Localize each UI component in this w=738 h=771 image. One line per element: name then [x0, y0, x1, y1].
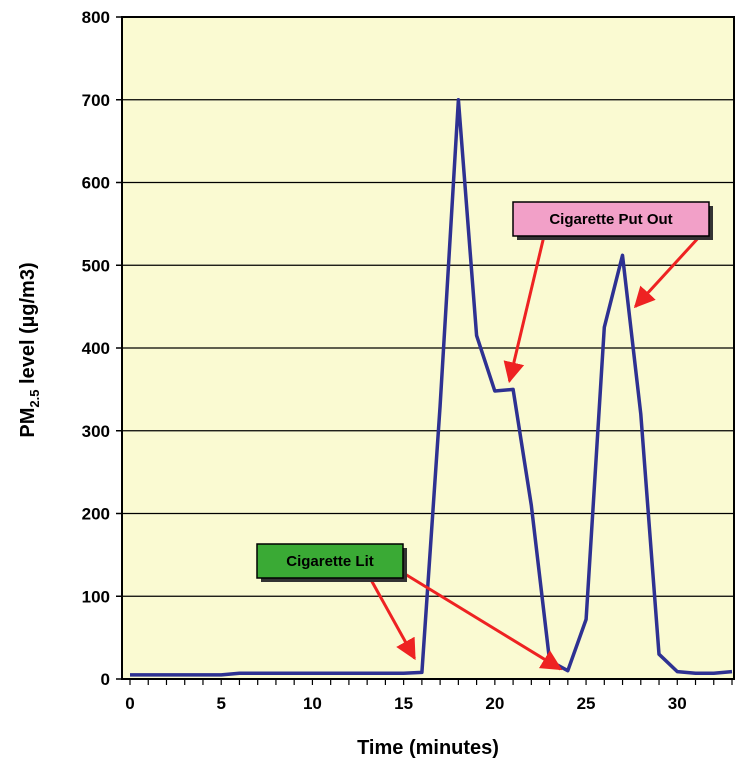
- y-tick-label: 300: [82, 422, 110, 441]
- x-axis-ticks: 0 5 10 15 20 25 30: [125, 679, 733, 713]
- y-tick-label: 500: [82, 256, 110, 275]
- y-axis-title-suffix: level (µg/m3): [17, 262, 39, 389]
- y-axis-title-prefix: PM: [17, 408, 39, 438]
- y-axis-title-subscript: 2.5: [27, 390, 42, 408]
- callout-box: [512, 201, 710, 237]
- y-tick-label: 100: [82, 587, 110, 606]
- x-tick-label: 15: [394, 694, 413, 713]
- y-tick-label: 400: [82, 339, 110, 358]
- annotation-arrow: [633, 234, 702, 309]
- x-tick-label: 10: [303, 694, 322, 713]
- y-tick-label: 600: [82, 174, 110, 193]
- x-axis-title: Time (minutes): [357, 737, 499, 759]
- series-layer: [129, 98, 733, 677]
- annotation-arrow: [503, 235, 546, 384]
- plot-frame: [121, 16, 735, 680]
- y-tick-label: 700: [82, 91, 110, 110]
- y-tick-label: 800: [82, 8, 110, 27]
- x-tick-label: 0: [125, 694, 134, 713]
- gridlines: [122, 99, 734, 597]
- y-axis-ticks: 0 100 200 300 400 500 600 700 800: [82, 8, 122, 689]
- annotation-callout: Cigarette Lit: [256, 543, 407, 582]
- callout-box: [256, 543, 404, 579]
- y-tick-label: 200: [82, 505, 110, 524]
- annotation-callout: Cigarette Put Out: [512, 201, 713, 240]
- x-tick-label: 5: [216, 694, 225, 713]
- y-tick-label: 0: [101, 670, 110, 689]
- x-tick-label: 30: [668, 694, 687, 713]
- annotation-arrow: [399, 569, 563, 671]
- annotation-label: Cigarette Lit: [286, 553, 374, 570]
- annotation-arrow: [368, 577, 416, 661]
- annotation-label: Cigarette Put Out: [549, 211, 672, 228]
- series-line: [130, 98, 733, 677]
- y-axis-title: PM2.5 level (µg/m3): [17, 262, 42, 437]
- x-tick-label: 20: [485, 694, 504, 713]
- annotations: Cigarette Lit Cigarette Put Out: [256, 201, 713, 671]
- x-tick-label: 25: [577, 694, 596, 713]
